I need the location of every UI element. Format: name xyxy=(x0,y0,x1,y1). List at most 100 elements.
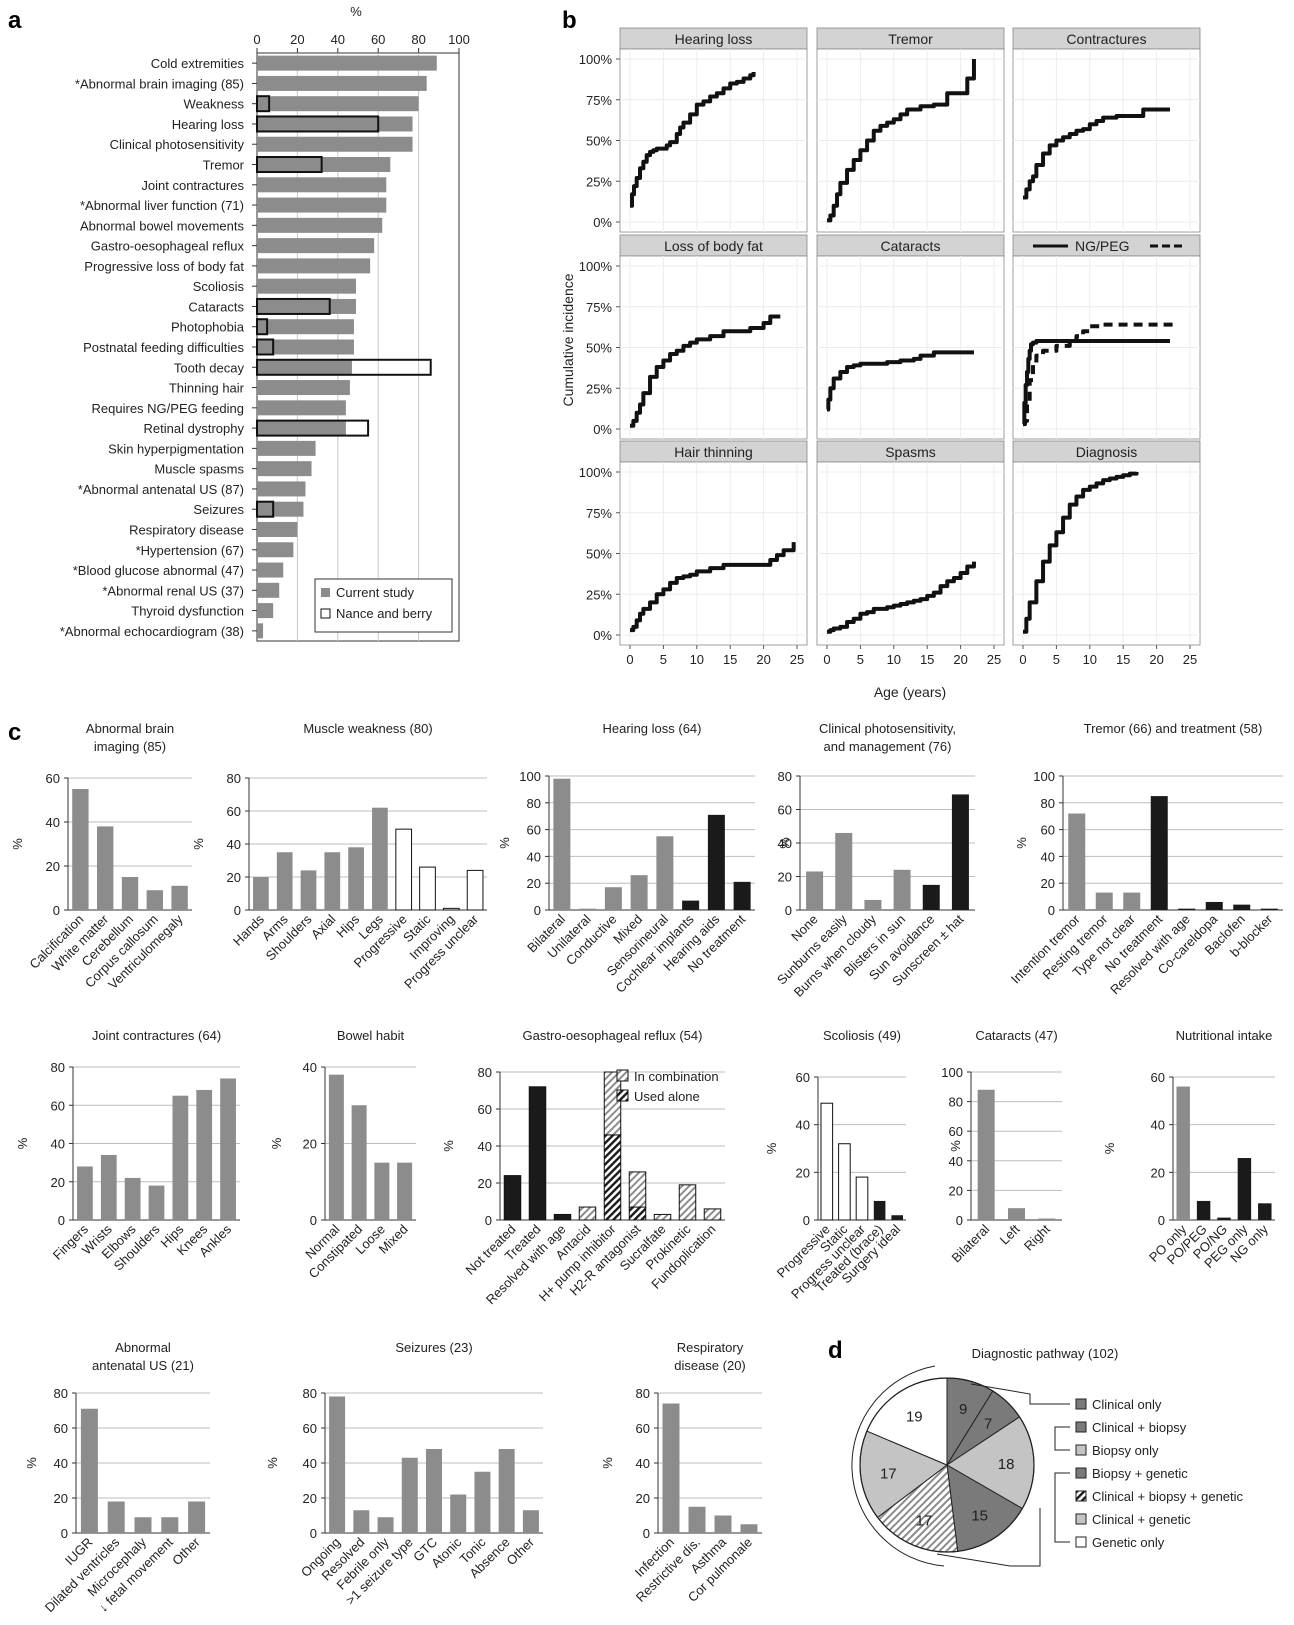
bar xyxy=(951,794,969,910)
bar xyxy=(1237,1158,1252,1220)
incidence-line-1 xyxy=(1023,322,1177,427)
bar-nance-and-berry xyxy=(256,297,331,315)
category-label: Photophobia xyxy=(171,320,245,335)
bar xyxy=(324,852,341,910)
incidence-line-0 xyxy=(1023,471,1139,634)
bar-used-alone xyxy=(553,1213,572,1221)
legend-swatch xyxy=(1075,1444,1087,1456)
bar xyxy=(662,1403,680,1533)
bar-current-study xyxy=(257,96,419,112)
facet-title: Spasms xyxy=(885,444,936,460)
legend-label: Biopsy + genetic xyxy=(1092,1466,1188,1481)
y-axis-label: % xyxy=(10,838,25,850)
y-tick-label: 20 xyxy=(51,1175,65,1190)
bar xyxy=(1068,813,1086,910)
legend-swatch xyxy=(1075,1513,1087,1525)
pie-bracket-arc xyxy=(851,1365,945,1567)
y-axis-label: % xyxy=(1014,837,1029,849)
bar xyxy=(353,1510,370,1533)
facet-3: Loss of body fat 0% 25% 50% 75% 100% xyxy=(579,234,808,440)
legend-bracket xyxy=(1054,1426,1070,1451)
category-label: *Hypertension (67) xyxy=(136,543,244,558)
bar xyxy=(161,1517,179,1533)
x-tick-label: 0 xyxy=(823,652,830,667)
subchart-9: Cataracts (47)% 0 20 40 60 80 100 Bilateral Left… xyxy=(941,1028,1062,1265)
x-tick-label: 20 xyxy=(290,32,304,47)
x-axis-label: Age (years) xyxy=(874,684,946,700)
subchart-title: imaging (85) xyxy=(94,739,166,754)
bar-nance-and-berry xyxy=(256,115,380,133)
x-tick-label: 20 xyxy=(756,652,770,667)
category-label: Muscle spasms xyxy=(154,462,244,477)
y-tick-label: 20 xyxy=(949,1183,963,1198)
category-label: Postnatal feeding difficulties xyxy=(83,340,244,355)
x-tick-label: 100 xyxy=(448,32,470,47)
bar xyxy=(977,1089,995,1220)
y-tick-label: 40 xyxy=(227,837,241,852)
y-tick-label: 40 xyxy=(1151,1118,1165,1133)
bar xyxy=(1150,796,1168,910)
pie-slice-value: 19 xyxy=(906,1409,923,1426)
y-tick-label: 80 xyxy=(1041,796,1055,811)
y-tick-label: 60 xyxy=(227,804,241,819)
bar-current-study xyxy=(257,177,387,193)
y-tick-label: 60 xyxy=(527,823,541,838)
y-tick-label: 40 xyxy=(46,815,60,830)
bar xyxy=(1260,908,1278,910)
bar xyxy=(196,1089,213,1220)
y-tick-label: 20 xyxy=(778,870,792,885)
bar-nance-and-berry xyxy=(256,95,271,113)
bar-current-study xyxy=(257,238,375,254)
category-label: Cataracts xyxy=(188,299,244,314)
bar-current-study xyxy=(257,339,354,355)
y-tick-label: 25% xyxy=(586,381,612,396)
y-tick-label: 0 xyxy=(956,1213,963,1228)
x-tick-label: 5 xyxy=(857,652,864,667)
pie-slice-value: 9 xyxy=(959,1401,967,1418)
bar-nance-and-berry xyxy=(256,419,370,437)
bar-current-study xyxy=(257,116,413,132)
y-tick-label: 0 xyxy=(1048,903,1055,918)
legend-swatch xyxy=(1075,1467,1087,1479)
subchart-title: antenatal US (21) xyxy=(92,1358,194,1373)
subchart-title: Abnormal brain xyxy=(86,721,174,736)
facet-4: Cataracts xyxy=(816,234,1005,440)
bar xyxy=(77,1166,93,1220)
bar xyxy=(1217,1217,1231,1220)
y-tick-label: 20 xyxy=(636,1491,650,1506)
bar xyxy=(893,869,911,910)
bar xyxy=(107,1501,125,1533)
y-tick-label: 0 xyxy=(534,903,541,918)
legend-swatch-current-study xyxy=(321,588,330,597)
subchart-title: Scoliosis (49) xyxy=(823,1028,901,1043)
subchart-title: Bowel habit xyxy=(337,1028,405,1043)
bar-used-alone xyxy=(628,1206,647,1221)
bar-nance-and-berry xyxy=(256,338,275,356)
y-tick-label: 60 xyxy=(1041,823,1055,838)
legend-label: Clinical + biopsy xyxy=(1092,1420,1187,1435)
x-tick-label: 5 xyxy=(660,652,667,667)
subchart-title: Seizures (23) xyxy=(395,1340,472,1355)
bar-in-combination xyxy=(678,1184,697,1221)
incidence-line-0 xyxy=(1023,107,1170,200)
bar-current-study xyxy=(257,420,346,436)
category-label: Bilateral xyxy=(948,1221,992,1265)
bar xyxy=(328,1074,344,1220)
subchart-title: Cataracts (47) xyxy=(975,1028,1057,1043)
y-tick-label: 25% xyxy=(586,587,612,602)
x-tick-label: 10 xyxy=(690,652,704,667)
y-tick-label: 50% xyxy=(586,547,612,562)
bar xyxy=(276,852,293,910)
bar xyxy=(348,847,364,910)
bar-current-study xyxy=(257,582,280,598)
category-label: Hearing loss xyxy=(172,117,245,132)
legend-swatch xyxy=(1075,1421,1087,1433)
category-label: Seizures xyxy=(193,502,244,517)
bar-used-alone xyxy=(603,1134,622,1221)
legend-label-used-alone: Used alone xyxy=(634,1089,700,1104)
subchart-8: Scoliosis (49)%0204060ProgressiveStaticP… xyxy=(764,1028,906,1302)
bar-current-study xyxy=(257,75,427,91)
